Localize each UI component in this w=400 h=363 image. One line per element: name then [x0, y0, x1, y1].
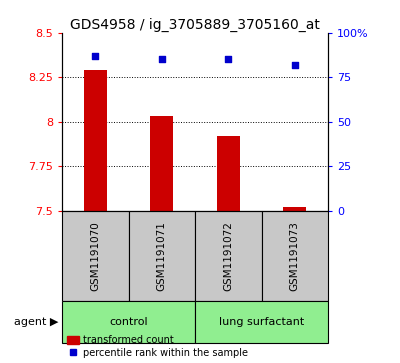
Bar	[150, 116, 173, 211]
Text: agent ▶: agent ▶	[14, 317, 58, 327]
Bar	[217, 136, 240, 211]
Bar	[195, 211, 262, 301]
Bar	[195, 301, 328, 343]
Point	[225, 56, 232, 62]
Text: lung surfactant: lung surfactant	[219, 317, 304, 327]
Bar	[62, 211, 128, 301]
Bar	[128, 211, 195, 301]
Title: GDS4958 / ig_3705889_3705160_at: GDS4958 / ig_3705889_3705160_at	[70, 17, 320, 32]
Text: control: control	[109, 317, 148, 327]
Text: GSM1191072: GSM1191072	[223, 221, 233, 291]
Bar	[62, 301, 195, 343]
Text: GSM1191071: GSM1191071	[157, 221, 167, 291]
Legend: transformed count, percentile rank within the sample: transformed count, percentile rank withi…	[67, 335, 248, 358]
Point	[92, 53, 98, 59]
Bar	[283, 207, 306, 211]
Point	[292, 62, 298, 68]
Text: GSM1191070: GSM1191070	[90, 221, 100, 291]
Text: GSM1191073: GSM1191073	[290, 221, 300, 291]
Bar	[84, 70, 107, 211]
Point	[158, 56, 165, 62]
Bar	[262, 211, 328, 301]
